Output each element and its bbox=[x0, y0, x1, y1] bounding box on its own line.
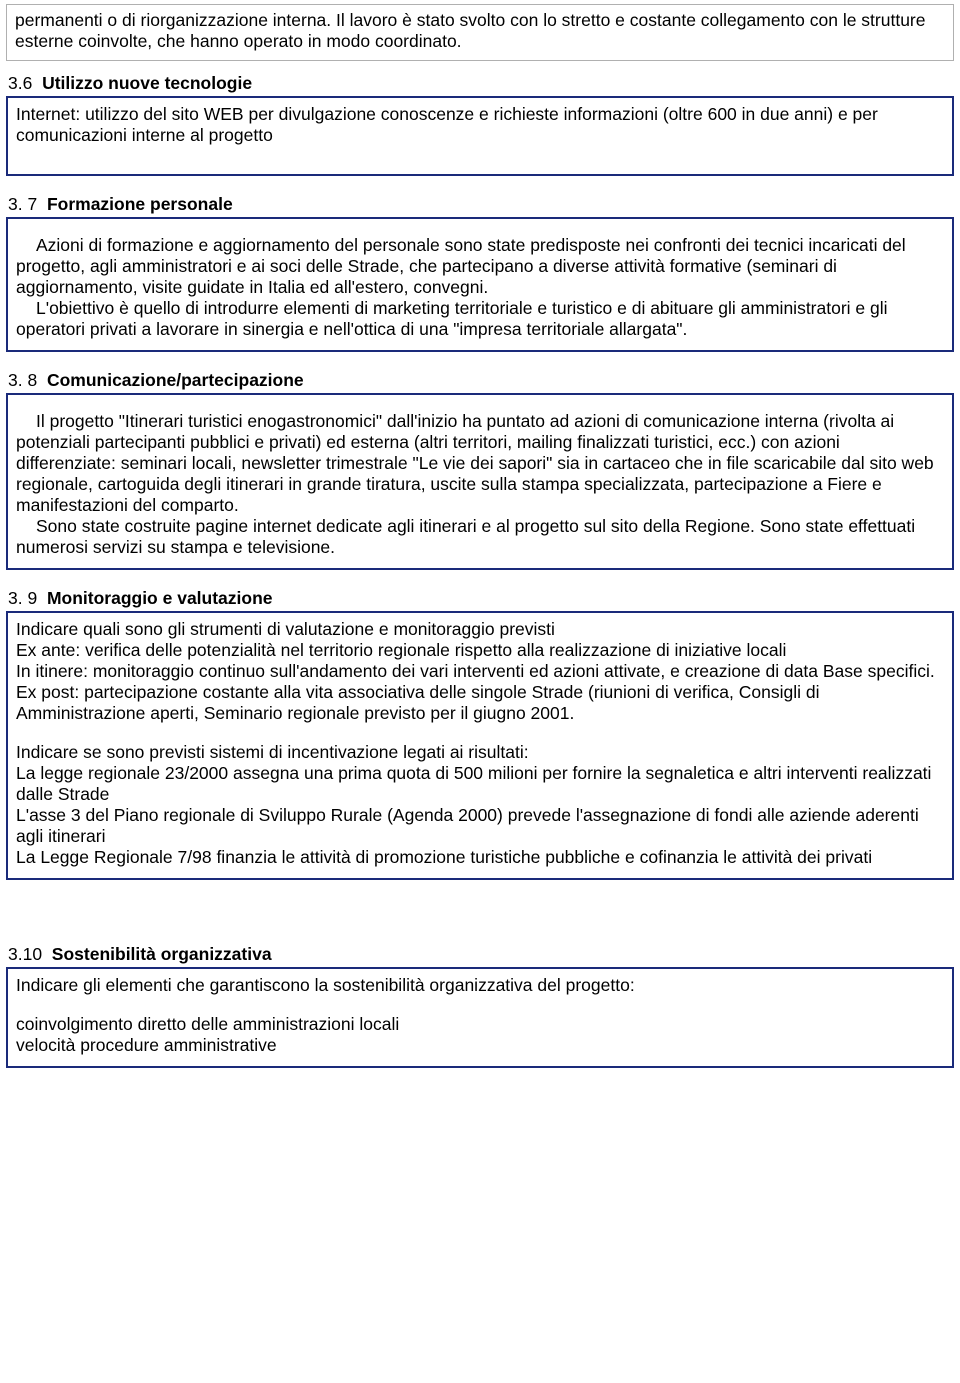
heading-3-9-num: 3. 9 bbox=[8, 588, 37, 608]
box-3-9-p7: L'asse 3 del Piano regionale di Sviluppo… bbox=[16, 805, 944, 847]
spacer bbox=[16, 401, 944, 411]
box-3-6-body: Internet: utilizzo del sito WEB per divu… bbox=[16, 104, 944, 146]
box-3-9-p2: Ex ante: verifica delle potenzialità nel… bbox=[16, 640, 944, 661]
box-3-9: Indicare quali sono gli strumenti di val… bbox=[6, 611, 954, 880]
box-3-9-p3: In itinere: monitoraggio continuo sull'a… bbox=[16, 661, 944, 682]
heading-3-10-title: Sostenibilità organizzativa bbox=[52, 944, 272, 964]
intro-box: permanenti o di riorganizzazione interna… bbox=[6, 4, 954, 61]
box-3-8-p2: Sono state costruite pagine internet ded… bbox=[16, 516, 944, 558]
box-3-8: Il progetto "Itinerari turistici enogast… bbox=[6, 393, 954, 570]
box-3-10-p1: Indicare gli elementi che garantiscono l… bbox=[16, 975, 944, 996]
box-3-7-p1: Azioni di formazione e aggiornamento del… bbox=[16, 235, 944, 298]
heading-3-8-title: Comunicazione/partecipazione bbox=[47, 370, 304, 390]
box-3-10-p2: coinvolgimento diretto delle amministraz… bbox=[16, 1014, 944, 1035]
heading-3-10-num: 3.10 bbox=[8, 944, 42, 964]
heading-3-10: 3.10 Sostenibilità organizzativa bbox=[6, 944, 954, 965]
box-3-7: Azioni di formazione e aggiornamento del… bbox=[6, 217, 954, 352]
spacer bbox=[16, 996, 944, 1014]
box-3-8-p1: Il progetto "Itinerari turistici enogast… bbox=[16, 411, 944, 516]
spacer bbox=[6, 898, 954, 934]
box-3-9-p1: Indicare quali sono gli strumenti di val… bbox=[16, 619, 944, 640]
heading-3-8-num: 3. 8 bbox=[8, 370, 37, 390]
box-3-10: Indicare gli elementi che garantiscono l… bbox=[6, 967, 954, 1068]
heading-3-6: 3.6 Utilizzo nuove tecnologie bbox=[6, 73, 954, 94]
heading-3-9: 3. 9 Monitoraggio e valutazione bbox=[6, 588, 954, 609]
box-3-9-p8: La Legge Regionale 7/98 finanzia le atti… bbox=[16, 847, 944, 868]
spacer bbox=[16, 724, 944, 742]
heading-3-9-title: Monitoraggio e valutazione bbox=[47, 588, 273, 608]
box-3-9-p5: Indicare se sono previsti sistemi di inc… bbox=[16, 742, 944, 763]
intro-text: permanenti o di riorganizzazione interna… bbox=[15, 10, 945, 52]
box-3-10-p3: velocità procedure amministrative bbox=[16, 1035, 944, 1056]
heading-3-8: 3. 8 Comunicazione/partecipazione bbox=[6, 370, 954, 391]
box-3-9-p6: La legge regionale 23/2000 assegna una p… bbox=[16, 763, 944, 805]
heading-3-6-num: 3.6 bbox=[8, 73, 32, 93]
spacer bbox=[16, 225, 944, 235]
box-3-9-p4: Ex post: partecipazione costante alla vi… bbox=[16, 682, 944, 724]
heading-3-7-num: 3. 7 bbox=[8, 194, 37, 214]
heading-3-7-title: Formazione personale bbox=[47, 194, 233, 214]
box-3-7-p2: L'obiettivo è quello di introdurre eleme… bbox=[16, 298, 944, 340]
heading-3-7: 3. 7 Formazione personale bbox=[6, 194, 954, 215]
box-3-6: Internet: utilizzo del sito WEB per divu… bbox=[6, 96, 954, 176]
heading-3-6-title: Utilizzo nuove tecnologie bbox=[42, 73, 252, 93]
